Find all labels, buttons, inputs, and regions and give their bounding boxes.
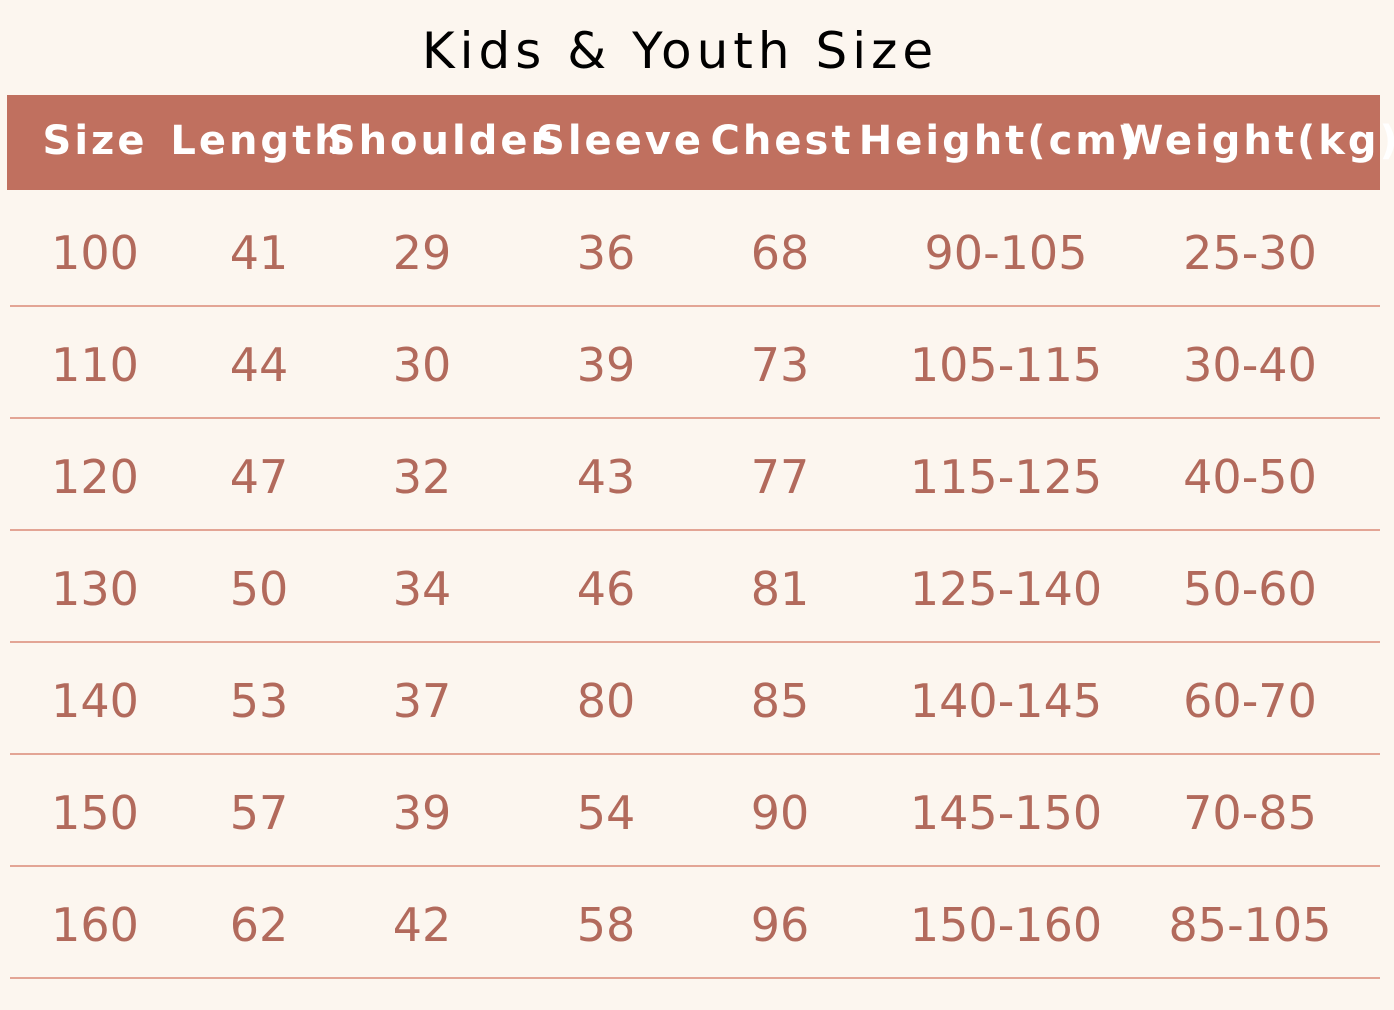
table-cell: 100 — [51, 226, 139, 280]
table-cell: 41 — [229, 226, 289, 280]
table-cell: 85-105 — [1168, 898, 1332, 952]
table-cell: 140-145 — [909, 674, 1103, 728]
table-cell: 150 — [51, 786, 139, 840]
table-cell: 42 — [392, 898, 452, 952]
title: Kids & Youth Size — [421, 22, 939, 80]
table-cell: 96 — [750, 898, 810, 952]
table-cell: 145-150 — [909, 786, 1103, 840]
table-cell: 39 — [392, 786, 452, 840]
table-cell: 110 — [51, 338, 139, 392]
table-cell: 50-60 — [1183, 562, 1317, 616]
table-cell: 46 — [576, 562, 636, 616]
table-cell: 160 — [51, 898, 139, 952]
row-divider — [10, 753, 1380, 755]
row-divider — [10, 529, 1380, 531]
header-cell: Height(cm) — [858, 118, 1142, 164]
table-cell: 43 — [576, 450, 636, 504]
table-cell: 60-70 — [1183, 674, 1317, 728]
table-cell: 37 — [392, 674, 452, 728]
table-cell: 90 — [750, 786, 810, 840]
table-cell: 54 — [576, 786, 636, 840]
table-cell: 115-125 — [909, 450, 1103, 504]
header-cell: Shoulder — [326, 118, 554, 164]
table-cell: 29 — [392, 226, 452, 280]
header-cell: Size — [42, 118, 148, 164]
table-cell: 30 — [392, 338, 452, 392]
header-cell: Weight(kg) — [1119, 118, 1394, 164]
row-divider — [10, 865, 1380, 867]
table-cell: 50 — [229, 562, 289, 616]
table-cell: 73 — [750, 338, 810, 392]
table-cell: 34 — [392, 562, 452, 616]
table-cell: 40-50 — [1183, 450, 1317, 504]
table-cell: 130 — [51, 562, 139, 616]
table-cell: 30-40 — [1183, 338, 1317, 392]
table-cell: 120 — [51, 450, 139, 504]
header-band — [7, 95, 1380, 190]
header-cell: Sleeve — [536, 118, 704, 164]
row-divider — [10, 305, 1380, 307]
table-cell: 150-160 — [909, 898, 1103, 952]
table-cell: 77 — [750, 450, 810, 504]
table-cell: 85 — [750, 674, 810, 728]
row-divider — [10, 641, 1380, 643]
table-cell: 125-140 — [909, 562, 1103, 616]
table-cell: 57 — [229, 786, 289, 840]
table-cell: 58 — [576, 898, 636, 952]
table-cell: 80 — [576, 674, 636, 728]
header-cell: Length — [170, 118, 346, 164]
table-cell: 70-85 — [1183, 786, 1317, 840]
table-cell: 25-30 — [1183, 226, 1317, 280]
row-divider — [10, 977, 1380, 979]
table-cell: 62 — [229, 898, 289, 952]
table-cell: 68 — [750, 226, 810, 280]
table-cell: 44 — [229, 338, 289, 392]
row-divider — [10, 417, 1380, 419]
table-cell: 105-115 — [909, 338, 1103, 392]
table-cell: 39 — [576, 338, 636, 392]
table-cell: 36 — [576, 226, 636, 280]
table-cell: 32 — [392, 450, 452, 504]
table-cell: 140 — [51, 674, 139, 728]
table-cell: 47 — [229, 450, 289, 504]
table-cell: 53 — [229, 674, 289, 728]
table-cell: 81 — [750, 562, 810, 616]
header-cell: Chest — [710, 118, 854, 164]
table-cell: 90-105 — [924, 226, 1088, 280]
